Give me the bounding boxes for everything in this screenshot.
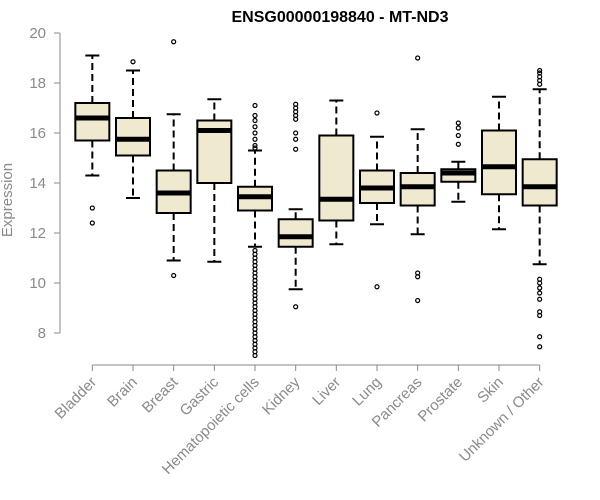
box-group [115,59,151,199]
outlier-point [537,312,543,319]
outlier-point [293,304,299,310]
outlier-point [293,146,299,152]
box-group [237,102,273,359]
outlier-point [171,272,177,279]
outlier-point [455,125,461,131]
outlier-point [415,274,421,280]
box-group [521,67,558,350]
outlier-point [252,102,258,109]
box-group [74,54,111,226]
box-group [155,39,192,279]
box-iqr [74,102,111,142]
x-tick-label: Lung [349,374,385,410]
y-tick-label: 20 [29,25,46,42]
box-group [399,55,436,304]
x-tick-label: Prostate [415,374,467,426]
outlier-point [537,296,543,302]
outlier-point [455,132,461,139]
y-axis-label: Expression [0,163,16,237]
outlier-point [537,334,543,340]
y-tick-label: 10 [29,275,46,292]
outlier-point [374,284,380,290]
box-group [196,98,233,263]
outlier-point [89,205,95,211]
y-tick-label: 14 [29,175,46,192]
box-group [277,101,314,310]
outlier-point [455,120,461,126]
y-tick-label: 18 [29,75,46,92]
box-group [440,120,477,203]
outlier-point [537,285,543,291]
outlier-point [293,136,299,142]
x-tick-label: Bladder [52,374,101,423]
x-tick-label: Kidney [259,373,304,418]
outlier-point [130,59,136,65]
box-iqr [521,158,558,207]
outlier-point [415,55,421,61]
box-iqr [318,134,355,222]
outlier-point [89,220,95,226]
outlier-point [537,344,543,350]
x-tick-label: Liver [309,374,344,409]
outlier-point [252,352,258,359]
outlier-point [537,290,543,296]
y-tick-label: 8 [38,325,46,342]
box-iqr [481,129,517,196]
outlier-point [537,81,543,87]
outlier-point [252,130,258,136]
outlier-point [252,117,258,124]
outlier-point [537,280,543,286]
outlier-point [293,130,299,136]
outlier-point [252,136,258,142]
outlier-point [252,112,258,119]
y-axis: 8 10 12 14 16 18 20 [29,25,61,342]
outlier-point [293,116,299,122]
outlier-point [171,39,177,45]
box-group [359,110,395,290]
outlier-point [455,141,461,147]
outlier-point [374,110,380,116]
outlier-point [415,297,421,304]
boxes-layer [74,39,558,359]
box-group [318,99,355,246]
y-tick-label: 12 [29,225,46,242]
outlier-point [252,145,258,151]
y-tick-label: 16 [29,125,46,142]
box-iqr [277,218,314,248]
outlier-point [537,67,543,74]
x-tick-label: Brain [104,374,141,411]
x-tick-label: Skin [474,374,507,407]
box-group [481,95,517,231]
outlier-point [252,142,258,149]
chart-title: ENSG00000198840 - MT-ND3 [232,9,449,26]
x-tick-label: Breast [139,373,182,416]
outlier-point [252,124,258,130]
